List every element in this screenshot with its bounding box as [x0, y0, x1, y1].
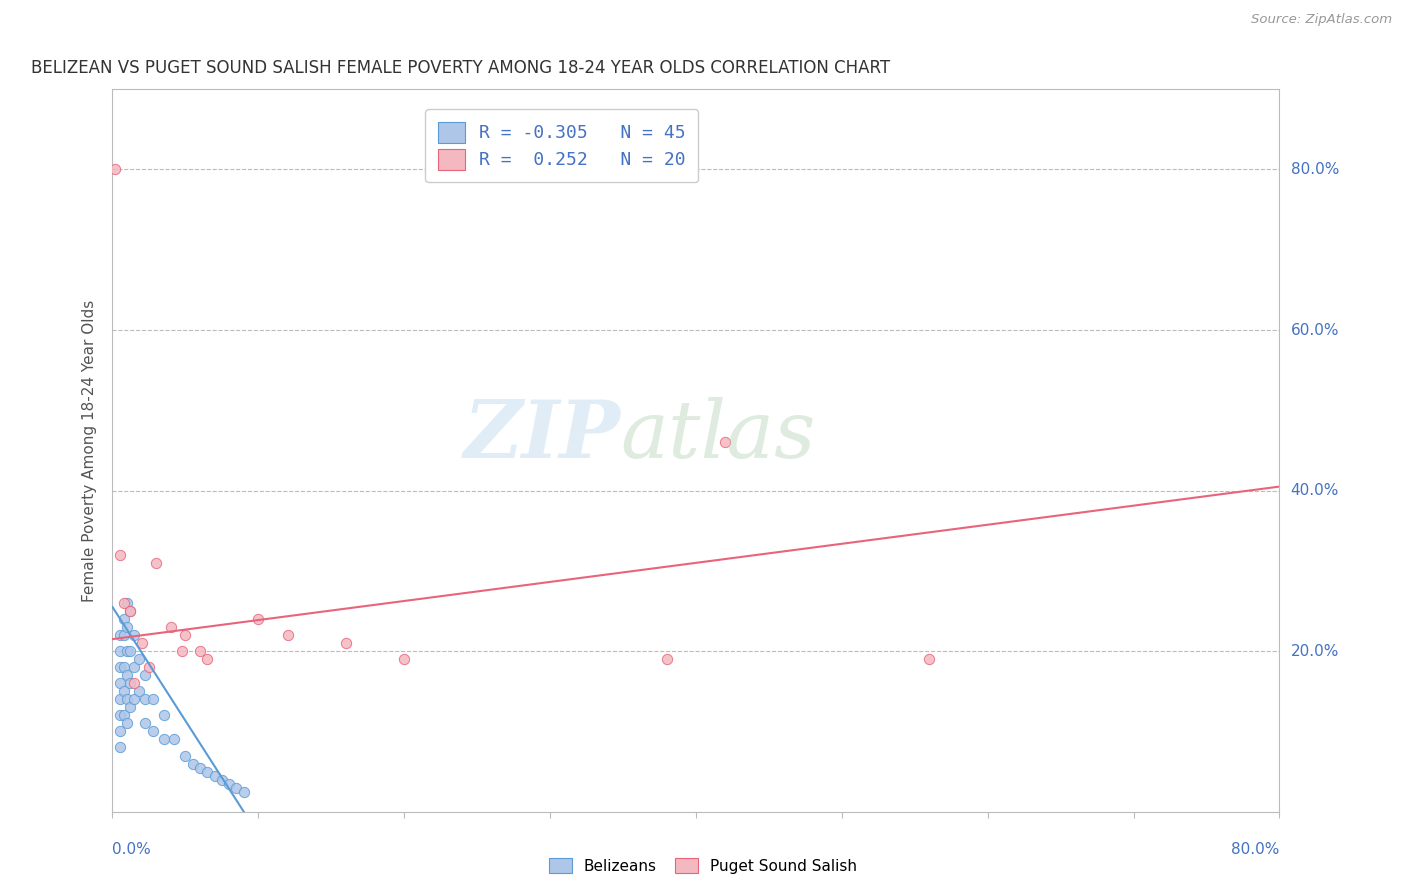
- Point: [131, 636, 153, 650]
- Text: Source: ZipAtlas.com: Source: ZipAtlas.com: [1251, 13, 1392, 27]
- Point: [108, 740, 131, 755]
- Point: [124, 660, 146, 674]
- Point: [112, 628, 135, 642]
- Point: [394, 652, 416, 666]
- Point: [134, 692, 156, 706]
- Point: [218, 776, 240, 791]
- Point: [115, 692, 138, 706]
- Point: [335, 636, 357, 650]
- Point: [108, 708, 131, 723]
- Point: [112, 684, 135, 698]
- Point: [104, 162, 127, 177]
- Text: 20.0%: 20.0%: [1291, 644, 1339, 658]
- Point: [108, 676, 131, 690]
- Point: [118, 644, 141, 658]
- Point: [172, 644, 194, 658]
- Point: [115, 644, 138, 658]
- Point: [188, 644, 211, 658]
- Point: [112, 708, 135, 723]
- Point: [918, 652, 941, 666]
- Point: [112, 660, 135, 674]
- Text: ZIP: ZIP: [463, 397, 620, 475]
- Point: [142, 724, 165, 739]
- Point: [195, 764, 218, 779]
- Point: [112, 596, 135, 610]
- Text: 60.0%: 60.0%: [1291, 323, 1339, 337]
- Text: 0.0%: 0.0%: [112, 842, 152, 857]
- Point: [247, 612, 270, 626]
- Point: [204, 769, 226, 783]
- Point: [115, 716, 138, 731]
- Point: [128, 652, 150, 666]
- Point: [181, 756, 204, 771]
- Point: [138, 660, 160, 674]
- Point: [124, 676, 146, 690]
- Point: [145, 556, 167, 570]
- Point: [128, 684, 150, 698]
- Point: [188, 760, 211, 774]
- Point: [112, 612, 135, 626]
- Point: [160, 620, 183, 634]
- Text: atlas: atlas: [620, 397, 815, 475]
- Point: [118, 676, 141, 690]
- Legend: R = -0.305   N = 45, R =  0.252   N = 20: R = -0.305 N = 45, R = 0.252 N = 20: [425, 109, 699, 182]
- Point: [152, 708, 174, 723]
- Point: [108, 548, 131, 562]
- Text: 80.0%: 80.0%: [1291, 162, 1339, 177]
- Point: [108, 660, 131, 674]
- Point: [115, 668, 138, 682]
- Point: [118, 604, 141, 618]
- Point: [195, 652, 218, 666]
- Text: BELIZEAN VS PUGET SOUND SALISH FEMALE POVERTY AMONG 18-24 YEAR OLDS CORRELATION : BELIZEAN VS PUGET SOUND SALISH FEMALE PO…: [31, 59, 890, 77]
- Point: [142, 692, 165, 706]
- Point: [655, 652, 678, 666]
- Point: [225, 780, 247, 795]
- Point: [118, 604, 141, 618]
- Point: [134, 668, 156, 682]
- Point: [174, 628, 197, 642]
- Point: [108, 692, 131, 706]
- Point: [124, 692, 146, 706]
- Legend: Belizeans, Puget Sound Salish: Belizeans, Puget Sound Salish: [543, 852, 863, 880]
- Point: [124, 628, 146, 642]
- Point: [152, 732, 174, 747]
- Text: 80.0%: 80.0%: [1232, 842, 1279, 857]
- Point: [118, 700, 141, 714]
- Point: [163, 732, 186, 747]
- Y-axis label: Female Poverty Among 18-24 Year Olds: Female Poverty Among 18-24 Year Olds: [82, 300, 97, 601]
- Point: [211, 772, 233, 787]
- Point: [115, 620, 138, 634]
- Text: 40.0%: 40.0%: [1291, 483, 1339, 498]
- Point: [134, 716, 156, 731]
- Point: [276, 628, 298, 642]
- Point: [115, 596, 138, 610]
- Point: [174, 748, 197, 763]
- Point: [108, 724, 131, 739]
- Point: [108, 644, 131, 658]
- Point: [108, 628, 131, 642]
- Point: [714, 435, 737, 450]
- Point: [232, 785, 254, 799]
